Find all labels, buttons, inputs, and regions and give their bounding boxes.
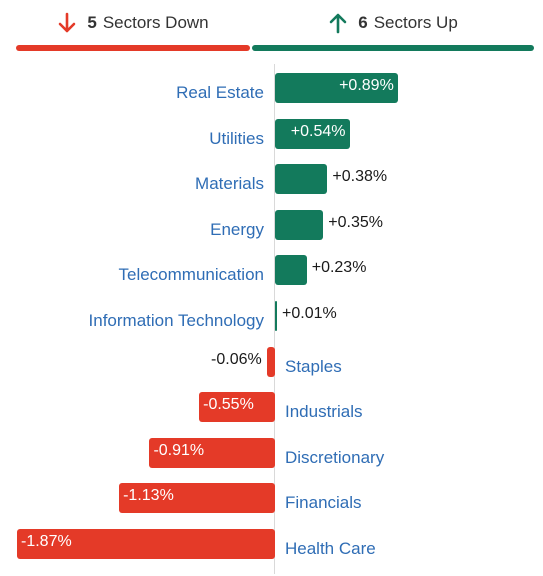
- sector-label[interactable]: Utilities: [209, 129, 264, 148]
- sector-label[interactable]: Discretionary: [285, 448, 385, 467]
- value-label: -1.87%: [21, 533, 72, 550]
- value-label: -0.06%: [211, 351, 262, 368]
- arrow-up-icon: [329, 13, 347, 34]
- value-label: +0.23%: [311, 259, 367, 276]
- sector-label[interactable]: Financials: [285, 493, 362, 512]
- sector-label[interactable]: Telecommunication: [118, 265, 264, 284]
- bar-energy: [275, 210, 324, 240]
- sector-label[interactable]: Industrials: [285, 402, 363, 421]
- bar-industrials: [199, 392, 275, 422]
- bar-information-technology: [275, 301, 277, 331]
- sector-label[interactable]: Real Estate: [176, 83, 264, 102]
- sectors-up-count: 6: [358, 13, 368, 32]
- sector-label[interactable]: Materials: [195, 174, 264, 193]
- value-label: -1.13%: [123, 487, 174, 504]
- sectors-up-bar: [252, 45, 534, 51]
- sectors-up-label: Sectors Up: [373, 13, 458, 32]
- value-label: -0.91%: [153, 442, 205, 459]
- sectors-down-summary: 5 Sectors Down: [16, 10, 250, 36]
- bar-staples: [266, 347, 275, 377]
- zero-axis-line: [274, 64, 275, 574]
- value-label: +0.01%: [282, 305, 337, 322]
- bar-materials: [275, 164, 328, 194]
- sectors-down-count: 5: [87, 13, 97, 32]
- bar-real-estate: [275, 73, 398, 103]
- sector-label[interactable]: Staples: [285, 357, 342, 376]
- value-label: +0.38%: [332, 168, 388, 185]
- sector-label[interactable]: Energy: [210, 220, 264, 239]
- bar-discretionary: [149, 438, 275, 468]
- value-label: -0.55%: [203, 396, 254, 413]
- sector-label[interactable]: Information Technology: [88, 311, 264, 330]
- bar-telecommunication: [275, 255, 307, 285]
- sector-summary-header: 5 Sectors Down 6 Sectors Up: [0, 0, 543, 54]
- sectors-down-bar: [16, 45, 250, 51]
- sector-label[interactable]: Health Care: [285, 539, 376, 558]
- arrow-down-icon: [59, 12, 76, 33]
- sectors-up-summary: 6 Sectors Up: [252, 10, 534, 36]
- value-label: +0.35%: [328, 214, 383, 231]
- bar-utilities: [275, 119, 350, 149]
- bar-financials: [119, 483, 275, 513]
- sectors-down-label: Sectors Down: [102, 13, 209, 32]
- value-label: +0.54%: [290, 123, 346, 140]
- value-label: +0.89%: [339, 77, 394, 94]
- bar-health-care: [17, 529, 275, 559]
